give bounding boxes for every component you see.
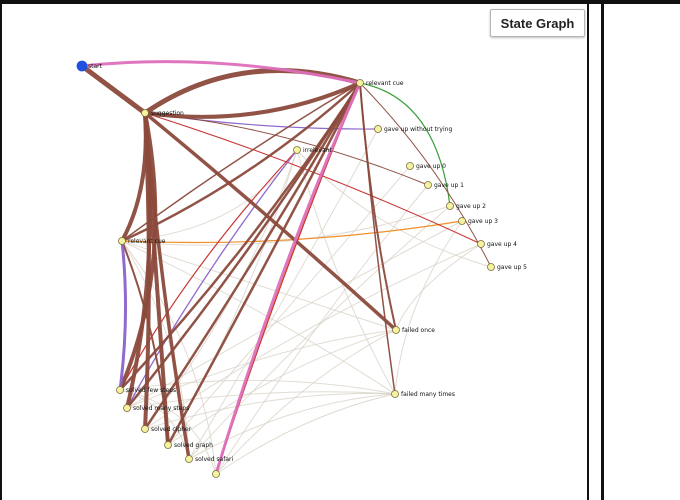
node-gave-up-2[interactable]: gave up 2 <box>446 202 487 211</box>
brown-edge <box>120 111 148 243</box>
node-solved-cipher[interactable]: solved cipher <box>141 425 192 434</box>
node-label: failed many times <box>401 391 455 398</box>
node-label: suggestion <box>151 110 184 117</box>
node-marker[interactable] <box>406 162 414 170</box>
node-failed-once[interactable]: failed once <box>392 326 436 335</box>
node-marker[interactable] <box>446 202 454 210</box>
node-label: solved safari <box>195 456 233 463</box>
brown-edge <box>359 82 396 395</box>
node-solved-safari[interactable]: solved safari <box>185 455 234 464</box>
node-marker[interactable] <box>424 181 432 189</box>
node-marker[interactable] <box>477 240 485 248</box>
background-edge <box>144 392 396 430</box>
graph-nodes: start suggestion relevant cue gave up witho… <box>76 60 528 478</box>
node-marker[interactable] <box>293 146 301 154</box>
background-edge <box>167 165 411 446</box>
node-marker[interactable] <box>76 60 88 72</box>
node-label: gave up 0 <box>416 163 446 170</box>
node-marker[interactable] <box>118 237 126 245</box>
top-frame-border <box>0 0 680 4</box>
background-edge <box>121 205 451 246</box>
background-edge <box>394 220 463 395</box>
node-label: gave up 1 <box>434 182 464 189</box>
node-marker[interactable] <box>116 386 124 394</box>
brown-edge <box>143 111 398 332</box>
panel-divider-right[interactable] <box>601 0 604 500</box>
brown-edge <box>120 81 362 243</box>
node-label: relevant cue <box>128 238 166 245</box>
node-marker[interactable] <box>487 263 495 271</box>
node-marker[interactable] <box>164 441 172 449</box>
node-label: solved few steps <box>126 387 176 394</box>
node-start[interactable]: start <box>76 60 103 72</box>
background-edge <box>215 329 397 475</box>
node-relevant-cue[interactable]: relevant cue <box>356 79 404 88</box>
node-label: failed once <box>402 327 435 334</box>
left-frame-border <box>0 0 2 500</box>
node-marker[interactable] <box>141 109 149 117</box>
brown-edge <box>144 112 429 186</box>
brown-edge <box>359 82 492 268</box>
brown-edge <box>125 81 362 410</box>
node-marker[interactable] <box>185 455 193 463</box>
brown-edge <box>121 82 361 242</box>
node-marker[interactable] <box>123 404 131 412</box>
node-label: gave up 3 <box>468 218 498 225</box>
node-solved-many-steps[interactable]: solved many steps <box>123 404 190 413</box>
state-graph-panel: start suggestion relevant cue gave up witho… <box>2 4 587 500</box>
background-edge <box>296 149 396 395</box>
background-edge <box>395 243 482 331</box>
background-edge <box>188 128 379 460</box>
green-edge <box>359 82 451 207</box>
node-marker[interactable] <box>392 326 400 334</box>
background-edge <box>121 240 217 475</box>
background-edge <box>144 243 482 430</box>
node-label: gave up without trying <box>384 126 452 133</box>
graph-edges <box>79 60 492 476</box>
node-solved-few-steps[interactable]: solved few steps <box>116 386 177 395</box>
node-label: gave up 2 <box>456 203 486 210</box>
brown-edge <box>143 81 362 431</box>
brown-edge <box>79 63 148 116</box>
node-gave-up-without-trying[interactable]: gave up without trying <box>374 125 453 134</box>
background-edge <box>167 329 397 446</box>
background-edge <box>188 393 396 460</box>
node-marker[interactable] <box>374 125 382 133</box>
node-irrelevant-cue[interactable]: relevant cue <box>118 237 166 246</box>
background-edge <box>126 220 463 409</box>
panel-divider[interactable] <box>587 0 589 500</box>
node-irrelevant[interactable]: irrelevant <box>293 146 333 155</box>
node-label: solved cipher <box>151 426 192 433</box>
node-gave-up-4[interactable]: gave up 4 <box>477 240 518 249</box>
node-label: solved many steps <box>133 405 189 412</box>
state-graph-button[interactable]: State Graph <box>490 9 585 37</box>
node-bottom-node[interactable] <box>212 470 220 478</box>
pink-edge <box>214 81 362 476</box>
node-label: relevant cue <box>366 80 404 87</box>
pink-edge <box>80 60 362 85</box>
node-failed-many-times[interactable]: failed many times <box>391 390 456 399</box>
node-solved-graph[interactable]: solved graph <box>164 441 214 450</box>
brown-edge <box>121 240 169 446</box>
node-label: solved graph <box>174 442 213 449</box>
node-marker[interactable] <box>458 217 466 225</box>
background-edge <box>215 393 396 475</box>
brown-edge <box>143 111 191 461</box>
node-marker[interactable] <box>212 470 220 478</box>
node-label: gave up 5 <box>497 264 527 271</box>
node-gave-up-5[interactable]: gave up 5 <box>487 263 528 272</box>
node-label: gave up 4 <box>487 241 517 248</box>
purple-edge <box>118 239 128 392</box>
node-label: start <box>88 63 103 70</box>
node-suggestion[interactable]: suggestion <box>141 109 185 118</box>
node-label: irrelevant <box>303 147 332 154</box>
brown-edge <box>166 81 362 447</box>
node-gave-up-3[interactable]: gave up 3 <box>458 217 499 226</box>
node-gave-up-0[interactable]: gave up 0 <box>406 162 447 171</box>
node-gave-up-1[interactable]: gave up 1 <box>424 181 465 190</box>
state-graph-canvas[interactable]: start suggestion relevant cue gave up witho… <box>2 4 587 500</box>
node-marker[interactable] <box>356 79 364 87</box>
node-marker[interactable] <box>391 390 399 398</box>
node-marker[interactable] <box>141 425 149 433</box>
